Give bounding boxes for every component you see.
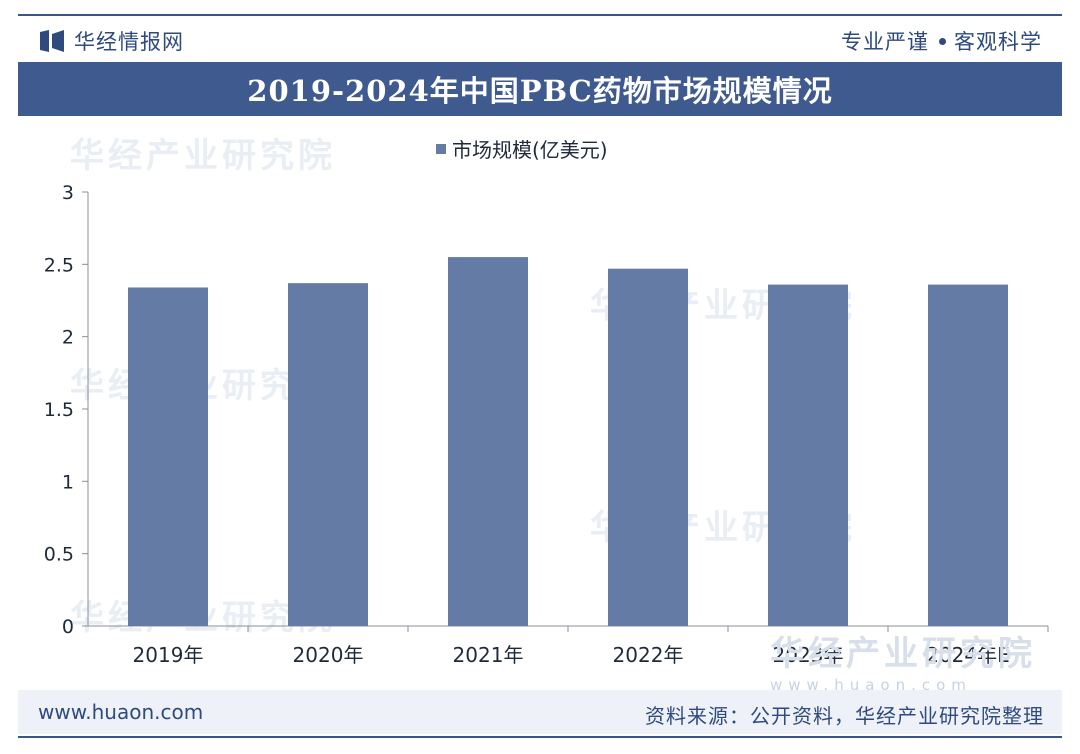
chart-title: 2019-2024年中国PBC药物市场规模情况	[247, 74, 833, 108]
bar	[608, 268, 688, 626]
legend-label: 市场规模(亿美元)	[452, 138, 608, 162]
legend-swatch	[436, 144, 446, 154]
plot-area: 0 0.5 1 1.5 2 2.5 3 2019年 2020年 2021年 2022年 2023年 20…	[44, 182, 1049, 667]
x-tick-label: 2022年	[613, 643, 684, 667]
footer: www.huaon.com 资料来源：公开资料，华经产业研究院整理	[18, 690, 1062, 734]
watermark-site: www.huaon.com	[770, 676, 972, 694]
x-tick-label: 2023年	[773, 643, 844, 667]
chart-legend: 市场规模(亿美元)	[436, 138, 608, 162]
header: 华经情报网 专业严谨 客观科学	[18, 20, 1062, 60]
x-tick-label: 2019年	[133, 643, 204, 667]
bar	[928, 284, 1008, 626]
y-tick-label: 1.5	[44, 399, 74, 421]
bar	[288, 283, 368, 626]
y-tick-label: 2.5	[44, 254, 74, 276]
brand: 华经情报网	[40, 26, 184, 56]
huajing-logo-icon	[40, 30, 64, 52]
bar	[768, 284, 848, 626]
title-bar: 2019-2024年中国PBC药物市场规模情况	[18, 62, 1062, 116]
footer-website: www.huaon.com	[38, 700, 204, 724]
y-tick-label: 0.5	[44, 544, 74, 566]
top-border-line	[18, 14, 1062, 16]
bar	[128, 287, 208, 626]
bar-chart: 市场规模(亿美元) 0 0.5 1 1.5 2 2.5 3 2019年 2020年 2021年 20…	[44, 138, 1049, 667]
x-tick-label: 2021年	[453, 643, 524, 667]
y-tick-label: 2	[62, 327, 74, 349]
brand-name: 华经情报网	[74, 30, 184, 54]
footer-source: 资料来源：公开资料，华经产业研究院整理	[645, 704, 1044, 728]
bottom-border-line	[18, 736, 1062, 738]
slogan-left: 专业严谨	[841, 30, 929, 54]
slogan-right: 客观科学	[954, 30, 1042, 54]
y-tick-label: 1	[62, 471, 74, 493]
y-tick-label: 3	[62, 182, 74, 204]
bar	[448, 257, 528, 626]
slogan: 专业严谨 客观科学	[841, 26, 1042, 56]
x-tick-label: 2024年E	[926, 643, 1010, 667]
x-tick-label: 2020年	[293, 643, 364, 667]
y-tick-label: 0	[62, 616, 74, 638]
separator-dot-icon	[939, 37, 946, 45]
